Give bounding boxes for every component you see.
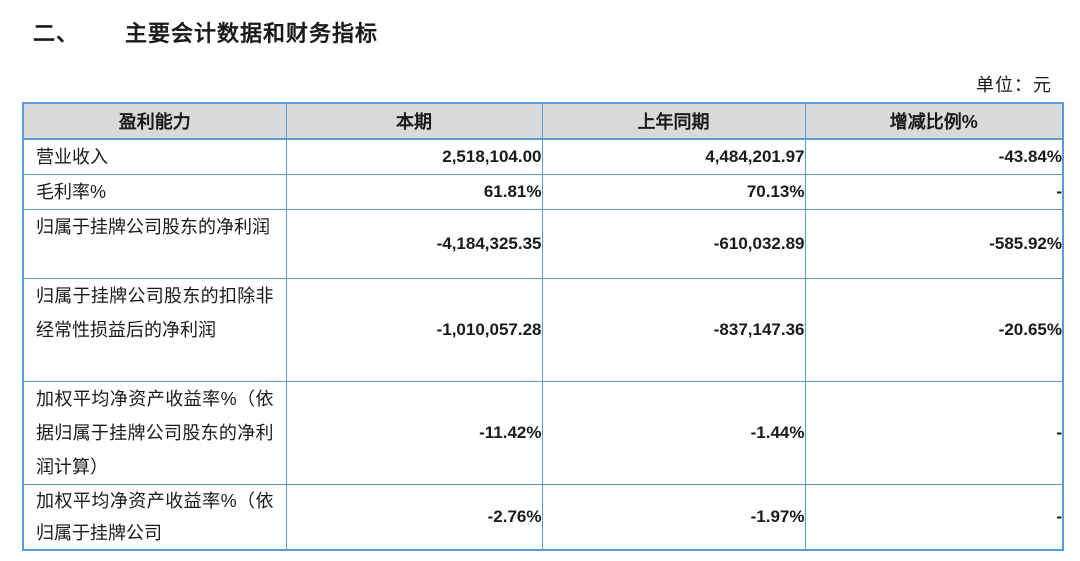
prior-year-period-cell: -837,147.36 [541,278,806,382]
current-period-cell: -2.76% [285,484,543,551]
indicator-label: 归属于挂牌公司股东的扣除非经常性损益后的净利润 [36,286,274,340]
table-row: 毛利率% 61.81% 70.13% - [22,174,1064,210]
indicator-label: 加权平均净资产收益率%（依归属于挂牌公司 [36,491,274,543]
current-period-cell: 61.81% [285,174,543,210]
table-row: 加权平均净资产收益率%（依归属于挂牌公司 -2.76% -1.97% - [22,484,1064,551]
change-ratio-cell: - [804,174,1064,210]
unit-label: 单位：元 [976,75,1052,95]
prior-year-period-cell: -610,032.89 [541,209,806,279]
indicator-label: 毛利率% [36,182,107,202]
change-ratio-cell: -585.92% [804,209,1064,279]
prior-year-period-cell: -1.97% [541,484,806,551]
table-row: 归属于挂牌公司股东的扣除非经常性损益后的净利润 -1,010,057.28 -837… [22,278,1064,382]
table-row: 营业收入 2,518,104.00 4,484,201.97 -43.84% [22,138,1064,175]
prior-year-period-cell: 4,484,201.97 [541,138,806,175]
indicator-cell: 加权平均净资产收益率%（依归属于挂牌公司 [22,484,287,551]
section-title: 主要会计数据和财务指标 [125,21,379,46]
section-number: 二、 [33,21,80,46]
prior-year-period-cell: -1.44% [541,381,806,485]
financial-indicators-table: 盈利能力 本期 上年同期 增减比例% 营业收入 2,518,104.00 4,484… [22,102,1064,551]
change-ratio-cell: - [804,484,1064,551]
header-prior-year-period: 上年同期 [541,102,806,140]
indicator-label: 营业收入 [36,147,108,167]
indicator-label: 归属于挂牌公司股东的净利润 [36,217,270,237]
change-ratio-cell: - [804,381,1064,485]
indicator-cell: 毛利率% [22,174,287,210]
current-period-cell: -11.42% [285,381,543,485]
header-indicator: 盈利能力 [22,102,287,140]
table-row: 加权平均净资产收益率%（依据归属于挂牌公司股东的净利润计算） -11.42% -1.… [22,381,1064,485]
indicator-cell: 归属于挂牌公司股东的扣除非经常性损益后的净利润 [22,278,287,382]
page-title: 二、 主要会计数据和财务指标 [33,16,378,48]
current-period-cell: 2,518,104.00 [285,138,543,175]
indicator-cell: 加权平均净资产收益率%（依据归属于挂牌公司股东的净利润计算） [22,381,287,485]
indicator-cell: 归属于挂牌公司股东的净利润 [22,209,287,279]
change-ratio-cell: -20.65% [804,278,1064,382]
header-change-ratio: 增减比例% [804,102,1064,140]
prior-year-period-cell: 70.13% [541,174,806,210]
current-period-cell: -4,184,325.35 [285,209,543,279]
current-period-cell: -1,010,057.28 [285,278,543,382]
table-header-row: 盈利能力 本期 上年同期 增减比例% [22,102,1064,140]
header-current-period: 本期 [285,102,543,140]
change-ratio-cell: -43.84% [804,138,1064,175]
table-row: 归属于挂牌公司股东的净利润 -4,184,325.35 -610,032.89 -58… [22,209,1064,279]
indicator-cell: 营业收入 [22,138,287,175]
indicator-label: 加权平均净资产收益率%（依据归属于挂牌公司股东的净利润计算） [36,389,274,477]
